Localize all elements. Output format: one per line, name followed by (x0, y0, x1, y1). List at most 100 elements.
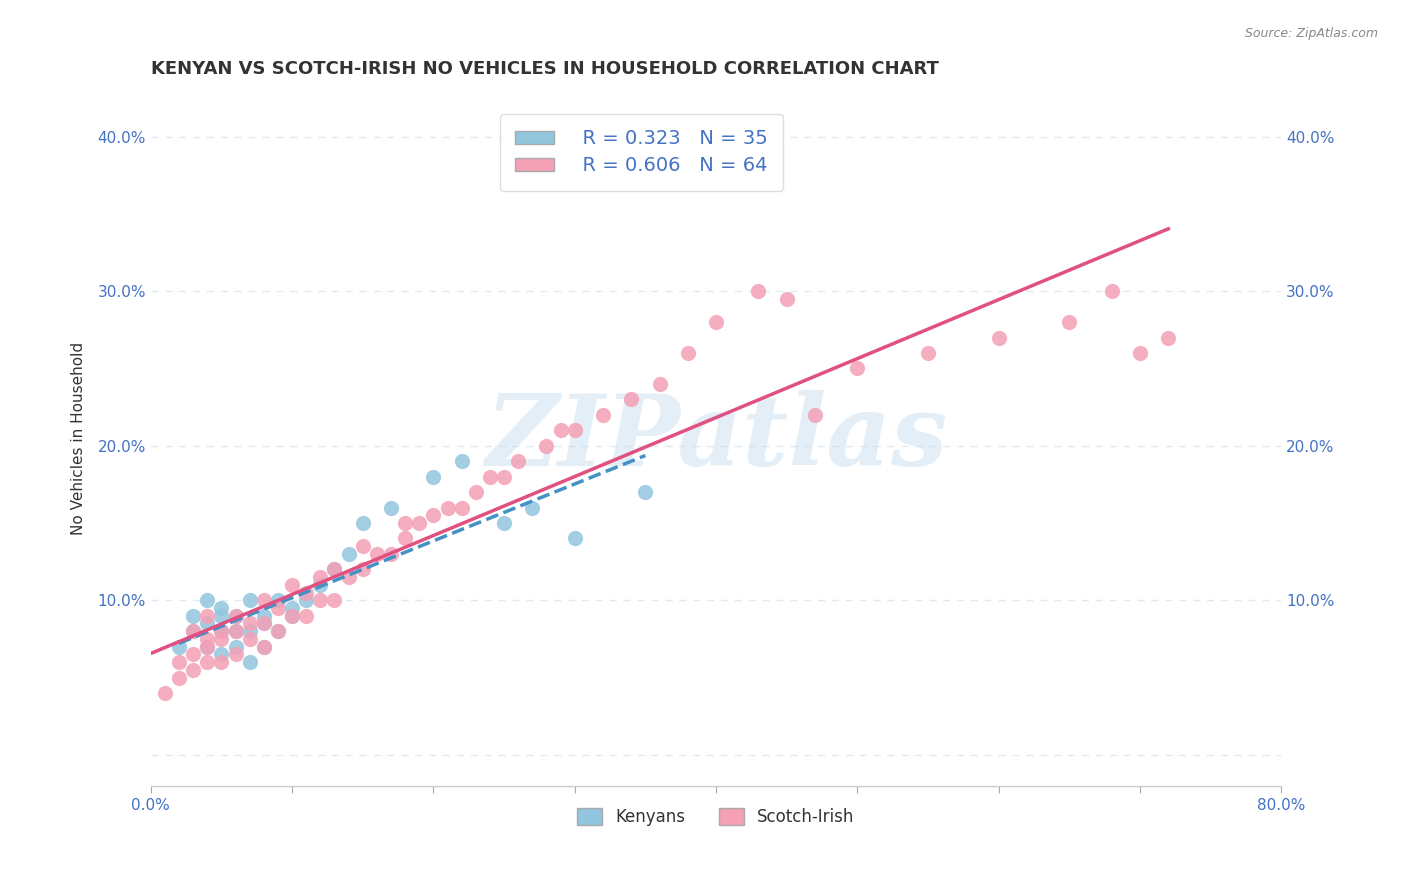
Point (225, 640, 247, 654)
Point (422, 508, 444, 523)
Point (253, 616, 276, 631)
Text: KENYAN VS SCOTCH-IRISH NO VEHICLES IN HOUSEHOLD CORRELATION CHART: KENYAN VS SCOTCH-IRISH NO VEHICLES IN HO… (150, 60, 939, 78)
Point (309, 578, 332, 592)
Point (394, 532, 416, 546)
Point (153, 686, 176, 700)
Point (508, 454, 530, 468)
Point (323, 562, 346, 576)
Point (181, 608, 204, 623)
Point (195, 640, 218, 654)
Point (181, 663, 204, 677)
Point (239, 624, 262, 639)
Text: ZIPatlas: ZIPatlas (485, 390, 948, 486)
Point (494, 516, 516, 530)
Point (450, 500, 472, 515)
Point (436, 500, 458, 515)
Point (648, 376, 671, 391)
Point (380, 500, 402, 515)
Point (239, 632, 262, 646)
Point (267, 624, 290, 639)
Point (253, 593, 276, 607)
Point (225, 608, 247, 623)
Point (704, 315, 727, 329)
Point (167, 655, 190, 669)
Point (195, 608, 218, 623)
Point (253, 616, 276, 631)
Point (239, 593, 262, 607)
Point (295, 593, 318, 607)
Point (337, 570, 360, 584)
Point (195, 632, 218, 646)
Point (225, 624, 247, 639)
Point (478, 469, 501, 483)
Point (564, 423, 586, 437)
Point (295, 585, 318, 599)
Point (253, 640, 276, 654)
Point (253, 608, 276, 623)
Point (536, 439, 558, 453)
Point (408, 516, 430, 530)
Point (209, 608, 232, 623)
Point (309, 570, 332, 584)
Point (422, 469, 444, 483)
Point (917, 346, 939, 360)
Point (209, 624, 232, 639)
Point (225, 648, 247, 662)
Point (195, 640, 218, 654)
Point (352, 562, 374, 576)
Legend: Kenyans, Scotch-Irish: Kenyans, Scotch-Irish (571, 802, 862, 833)
Point (747, 284, 769, 298)
Y-axis label: No Vehicles in Household: No Vehicles in Household (72, 342, 86, 534)
Point (295, 608, 318, 623)
Point (239, 655, 262, 669)
Point (209, 648, 232, 662)
Point (522, 500, 544, 515)
Point (181, 624, 204, 639)
Point (394, 516, 416, 530)
Point (209, 624, 232, 639)
Point (846, 361, 869, 376)
Point (464, 485, 486, 500)
Point (281, 608, 304, 623)
Point (209, 601, 232, 615)
Point (209, 655, 232, 669)
Point (352, 516, 374, 530)
Point (987, 330, 1010, 344)
Point (281, 608, 304, 623)
Point (550, 423, 572, 437)
Point (1059, 315, 1081, 329)
Point (309, 593, 332, 607)
Point (239, 616, 262, 631)
Point (267, 624, 290, 639)
Point (167, 671, 190, 685)
Point (323, 562, 346, 576)
Point (225, 608, 247, 623)
Text: Source: ZipAtlas.com: Source: ZipAtlas.com (1244, 27, 1378, 40)
Point (253, 640, 276, 654)
Point (776, 292, 799, 306)
Point (634, 485, 657, 500)
Point (1157, 330, 1180, 344)
Point (323, 593, 346, 607)
Point (592, 408, 614, 422)
Point (181, 648, 204, 662)
Point (676, 346, 699, 360)
Point (450, 454, 472, 468)
Point (209, 632, 232, 646)
Point (337, 547, 360, 561)
Point (267, 601, 290, 615)
Point (380, 547, 402, 561)
Point (366, 547, 388, 561)
Point (281, 601, 304, 615)
Point (267, 593, 290, 607)
Point (564, 532, 586, 546)
Point (281, 578, 304, 592)
Point (225, 624, 247, 639)
Point (1129, 346, 1152, 360)
Point (494, 469, 516, 483)
Point (1101, 284, 1123, 298)
Point (804, 408, 827, 422)
Point (195, 655, 218, 669)
Point (195, 593, 218, 607)
Point (167, 640, 190, 654)
